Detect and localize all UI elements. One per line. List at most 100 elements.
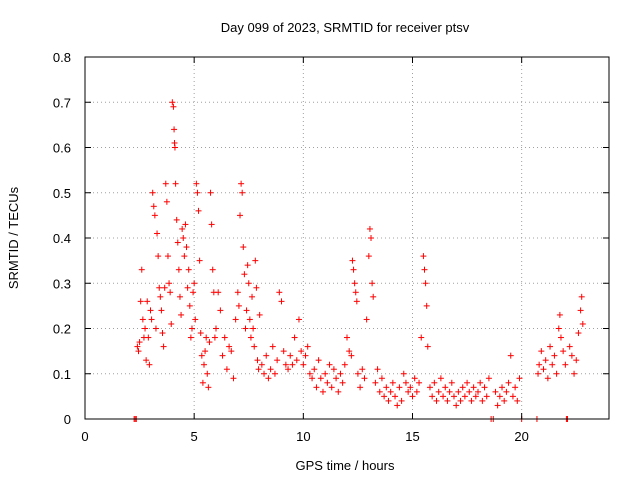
data-point — [185, 266, 192, 273]
x-tick-label: 20 — [514, 429, 528, 444]
data-point — [378, 375, 385, 382]
data-point — [219, 352, 226, 359]
data-point — [188, 325, 195, 332]
data-point — [137, 298, 144, 305]
data-point — [535, 370, 542, 377]
y-tick-label: 0.8 — [53, 50, 71, 65]
data-point — [152, 325, 159, 332]
data-point — [536, 361, 543, 368]
data-point — [368, 235, 375, 241]
data-point — [156, 284, 163, 291]
data-point — [429, 393, 436, 400]
data-point — [359, 366, 366, 373]
data-point — [440, 393, 447, 400]
data-point — [383, 384, 390, 391]
data-point — [180, 235, 187, 241]
data-point — [422, 280, 429, 287]
data-point — [150, 203, 157, 210]
data-point — [477, 379, 484, 386]
data-point — [211, 334, 218, 341]
data-point — [217, 307, 224, 314]
data-point — [468, 397, 475, 404]
data-point — [242, 325, 249, 332]
data-point — [366, 225, 373, 232]
data-point — [560, 348, 567, 355]
data-point — [200, 361, 207, 368]
data-point — [370, 293, 377, 300]
data-point — [571, 370, 578, 377]
data-point — [265, 375, 272, 382]
data-point — [282, 361, 289, 368]
data-point — [328, 384, 335, 391]
data-point — [411, 375, 418, 382]
data-point — [146, 361, 153, 368]
data-point — [209, 266, 216, 273]
y-tick-label: 0.4 — [53, 231, 71, 246]
data-point — [470, 384, 477, 391]
data-point — [252, 257, 259, 264]
data-point — [577, 307, 584, 314]
data-point — [287, 352, 294, 359]
data-point — [148, 316, 155, 323]
data-point — [204, 370, 211, 377]
data-point — [230, 375, 237, 382]
data-point — [461, 393, 468, 400]
data-point — [433, 397, 440, 404]
data-point — [167, 289, 174, 296]
data-point — [464, 379, 471, 386]
data-point — [503, 388, 510, 395]
data-point — [516, 375, 523, 382]
data-point — [191, 280, 198, 287]
data-point — [547, 343, 554, 350]
data-point — [553, 370, 560, 377]
data-point — [566, 343, 573, 350]
data-point — [178, 311, 185, 318]
data-point — [237, 212, 244, 219]
data-point — [192, 316, 199, 323]
data-point — [481, 384, 488, 391]
data-point — [258, 361, 265, 368]
data-point — [350, 266, 357, 273]
data-point — [158, 307, 165, 314]
data-point — [538, 348, 545, 355]
data-point — [578, 293, 585, 300]
data-point — [171, 144, 178, 151]
data-point — [568, 352, 575, 359]
data-point — [313, 384, 320, 391]
data-point — [176, 293, 183, 300]
data-point — [245, 280, 252, 287]
data-point — [405, 388, 412, 395]
data-point — [352, 289, 359, 296]
data-point — [215, 289, 222, 296]
data-point — [244, 262, 251, 269]
chart-title: Day 099 of 2023, SRMTID for receiver pts… — [221, 20, 470, 35]
data-point — [424, 343, 431, 350]
data-point — [309, 375, 316, 382]
data-point — [514, 397, 521, 404]
data-point — [501, 397, 508, 404]
data-point — [324, 379, 331, 386]
data-point — [398, 397, 405, 404]
data-point — [196, 257, 203, 264]
data-point — [183, 244, 190, 251]
data-point — [182, 221, 189, 228]
data-point — [232, 316, 239, 323]
data-point — [416, 379, 423, 386]
data-point — [494, 402, 501, 409]
data-point — [339, 379, 346, 386]
y-tick-label: 0.2 — [53, 322, 71, 337]
data-point — [271, 370, 278, 377]
data-point — [263, 352, 270, 359]
data-point — [151, 212, 158, 219]
data-point — [276, 289, 283, 296]
data-point — [344, 334, 350, 341]
plot-frame — [84, 56, 610, 420]
data-point — [274, 357, 281, 364]
data-point — [247, 334, 254, 341]
data-point — [475, 388, 481, 395]
data-point — [240, 244, 247, 251]
data-point — [413, 388, 420, 395]
data-point — [544, 375, 551, 382]
data-point — [421, 266, 428, 273]
